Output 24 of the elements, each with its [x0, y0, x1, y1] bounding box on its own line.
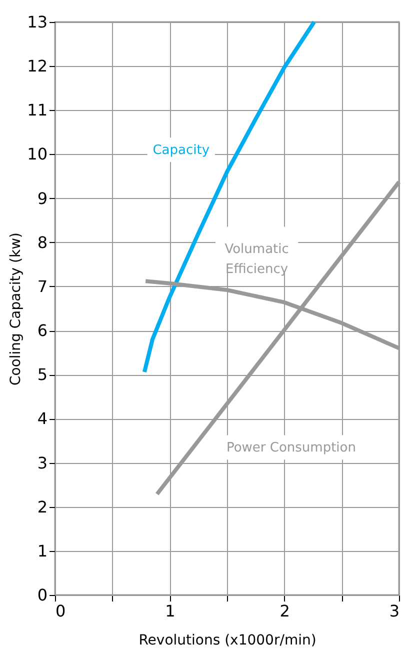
y-tick-label: 3: [37, 453, 48, 472]
y-tick-label: 7: [37, 276, 48, 296]
series-label: Power Consumption: [226, 440, 356, 456]
series-label: Volumatic Efficiency: [224, 242, 289, 277]
x-tick-label: 1: [165, 602, 176, 620]
y-axis-title: Cooling Capacity (kw): [8, 232, 24, 386]
x-tick-label: 2: [280, 602, 290, 620]
x-tick-label: 0: [56, 602, 66, 620]
y-tick-label: 0: [37, 586, 48, 604]
y-tick-label: 5: [37, 365, 48, 384]
line-series: [142, 20, 316, 374]
y-tick-label: 9: [37, 188, 48, 208]
x-tick-label: 3: [389, 602, 400, 620]
y-tick-label: 1: [37, 541, 48, 560]
y-tick-label: 13: [27, 12, 48, 32]
y-tick-label: 12: [27, 56, 48, 76]
y-tick-label: 11: [27, 100, 48, 120]
y-tick-label: 8: [37, 232, 48, 252]
y-tick-label: 10: [27, 144, 48, 164]
y-tick-label: 4: [37, 409, 48, 428]
y-tick-label: 2: [37, 497, 48, 516]
series-label: Capacity: [152, 142, 210, 158]
y-tick-label: 6: [37, 321, 48, 340]
x-axis-title: Revolutions (x1000r/min): [138, 632, 316, 648]
